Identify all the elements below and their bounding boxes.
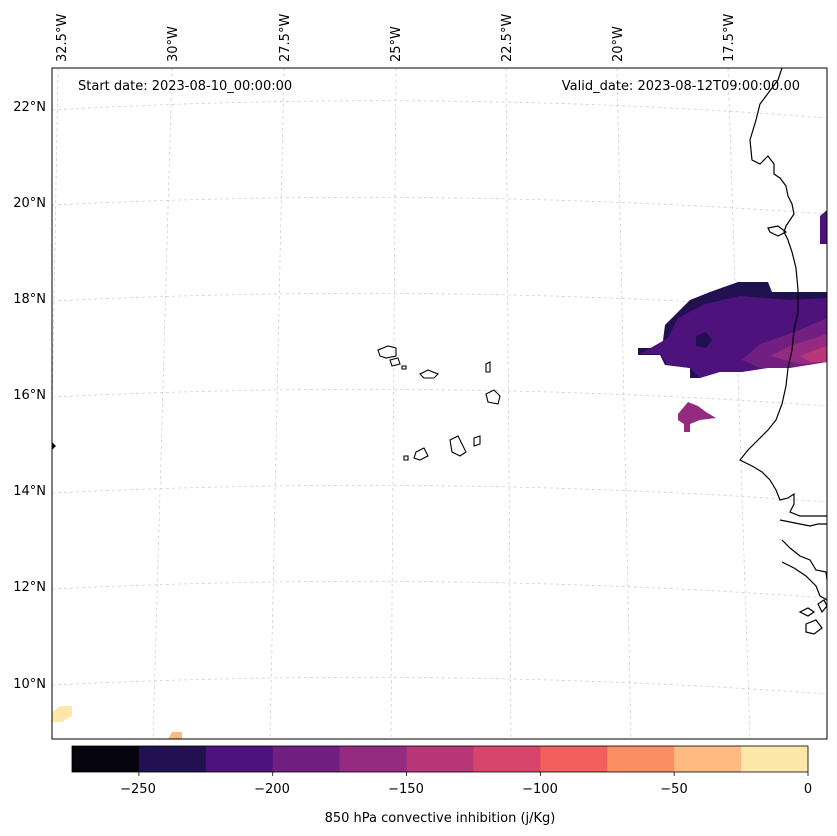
contour-speck-west <box>52 442 56 450</box>
valid-date-label: Valid_date: 2023-08-12T09:00:00.00 <box>562 79 800 94</box>
lat-tick-label: 18°N <box>13 292 46 307</box>
colorbar-frame <box>71 745 809 773</box>
coast-detail-gambia <box>779 519 827 527</box>
colorbar-tick-label: −100 <box>522 782 558 797</box>
colorbar-swatch <box>72 746 140 772</box>
parallel-12n <box>52 580 827 599</box>
colorbar-swatch <box>138 746 207 772</box>
colorbar-swatch <box>406 746 474 772</box>
colorbar-swatch <box>473 746 541 772</box>
map-frame <box>51 67 828 740</box>
parallel-14n <box>52 484 827 503</box>
island-sal <box>485 361 491 373</box>
colorbar-tick-label: −250 <box>120 782 156 797</box>
coast-detail-north <box>767 225 788 237</box>
lon-tick-label: 27.5°W <box>278 14 293 62</box>
map-background <box>52 68 827 739</box>
meridian-27-5w <box>269 68 285 739</box>
island-santo-antao <box>377 345 397 359</box>
coastlines <box>739 68 827 635</box>
map-panel: Start date: 2023-08-10_00:00:00 Valid_da… <box>51 67 828 740</box>
colorbar-tick-label: −200 <box>254 782 290 797</box>
cin-contours <box>52 210 827 739</box>
colorbar-tick-label: −50 <box>660 782 687 797</box>
island-fogo <box>413 447 429 461</box>
coast-detail-guinea-bissau <box>781 539 827 581</box>
lat-tick-label: 16°N <box>13 388 46 403</box>
coast-detail-guinea <box>781 561 827 601</box>
lon-tick-label: 30°W <box>166 26 181 62</box>
parallel-18n <box>52 292 827 311</box>
coast-detail-islands-c <box>817 599 827 614</box>
colorbar-swatch <box>674 746 742 772</box>
meridian-17-5w <box>727 68 751 739</box>
meridian-32-5w <box>52 68 59 421</box>
african-coastline <box>739 68 827 517</box>
contour-blob-northeast <box>820 210 827 244</box>
colorbar-tick-label: 0 <box>804 782 812 797</box>
island-sao-nicolau <box>419 369 439 379</box>
lon-tick-label: 17.5°W <box>722 14 737 62</box>
coast-detail-islands-a <box>798 607 816 617</box>
contour-level-125 <box>800 346 827 362</box>
graticule-longitudes <box>52 68 751 739</box>
island-maio <box>473 435 481 447</box>
lon-tick-label: 20°W <box>611 26 626 62</box>
latitude-tick-labels: 22°N 20°N 18°N 16°N 14°N 12°N 10°N <box>13 100 46 692</box>
contour-blob-south <box>168 732 182 739</box>
lat-tick-label: 10°N <box>13 677 46 692</box>
parallel-22n <box>52 100 827 119</box>
parallel-20n <box>52 196 827 215</box>
colorbar-ticks <box>138 772 809 776</box>
lat-tick-label: 22°N <box>13 100 46 115</box>
colorbar-tick-labels: −250 −200 −150 −100 −50 0 <box>120 782 812 797</box>
coast-detail-islands-b <box>805 619 823 635</box>
contour-blob-senegal <box>678 402 716 432</box>
contour-blob-southwest <box>52 706 72 722</box>
start-date-label: Start date: 2023-08-10_00:00:00 <box>78 79 292 94</box>
meridian-25w <box>390 68 397 739</box>
island-santiago <box>449 435 467 457</box>
colorbar-swatch <box>272 746 341 772</box>
lat-tick-label: 14°N <box>13 484 46 499</box>
colorbar-swatches <box>72 746 809 772</box>
lat-tick-label: 12°N <box>13 580 46 595</box>
colorbar-tick-label: −150 <box>388 782 424 797</box>
colorbar-swatch <box>741 746 809 772</box>
lon-tick-label: 25°W <box>389 26 404 62</box>
colorbar-swatch <box>540 746 608 772</box>
island-santa-luzia <box>401 365 407 370</box>
parallel-16n <box>52 388 827 407</box>
island-boa-vista <box>485 389 501 405</box>
colorbar-swatch <box>205 746 274 772</box>
longitude-tick-labels: 32.5°W 30°W 27.5°W 25°W 22.5°W 20°W 17.5… <box>55 14 737 62</box>
cabo-verde-islands <box>377 345 501 461</box>
lon-tick-label: 22.5°W <box>500 14 515 62</box>
colorbar-swatch <box>607 746 675 772</box>
colorbar: −250 −200 −150 −100 −50 0 850 hPa convec… <box>71 745 812 826</box>
parallel-10n <box>52 676 827 695</box>
contour-pocket-dark <box>696 332 712 348</box>
graticule-latitudes <box>52 100 827 695</box>
colorbar-swatch <box>339 746 408 772</box>
island-sao-vicente <box>389 357 401 367</box>
lon-tick-label: 32.5°W <box>55 14 70 62</box>
colorbar-title: 850 hPa convective inhibition (j/Kg) <box>325 811 556 826</box>
island-brava <box>403 455 409 461</box>
lat-tick-label: 20°N <box>13 196 46 211</box>
meridian-30w <box>152 68 173 739</box>
meridian-20w <box>616 68 632 739</box>
meridian-22-5w <box>505 68 512 739</box>
